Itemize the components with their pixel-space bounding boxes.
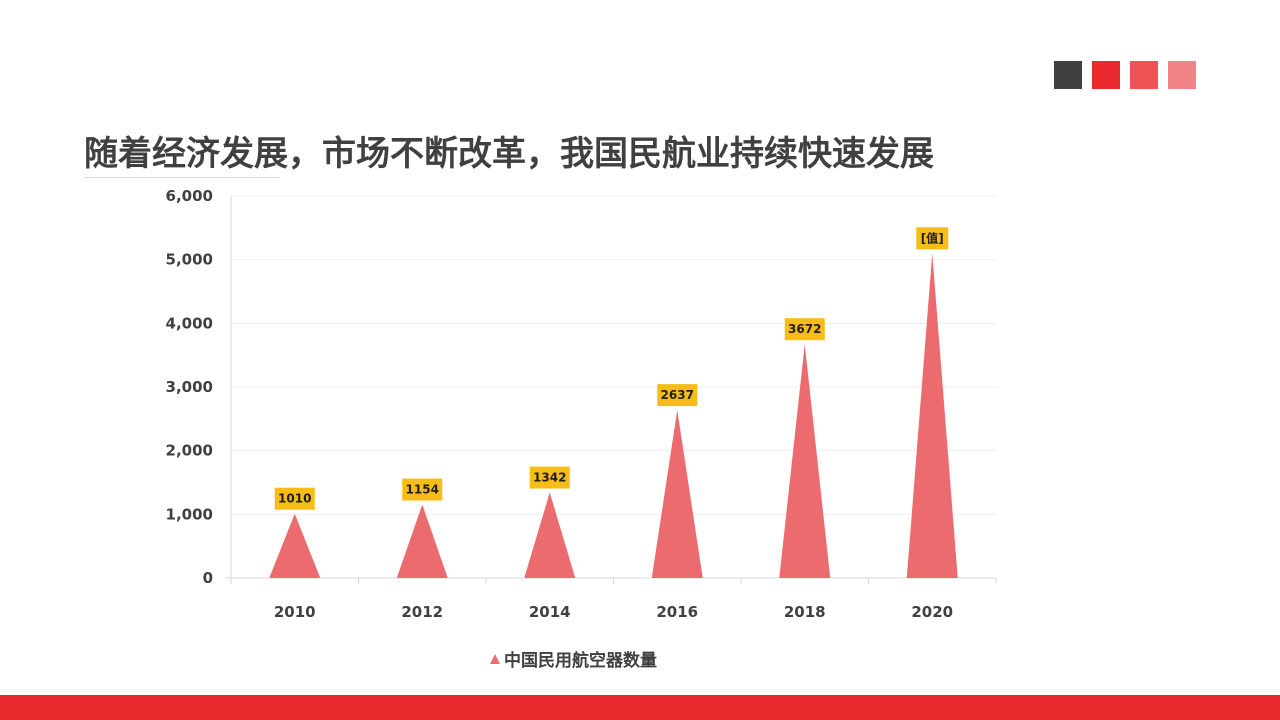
data-label: 1154 <box>406 483 439 497</box>
legend: 中国民用航空器数量 <box>490 646 657 671</box>
y-tick-label: 0 <box>203 569 213 587</box>
y-tick-label: 1,000 <box>166 505 213 523</box>
bar <box>906 253 958 579</box>
decor-square-dark <box>1054 61 1082 89</box>
data-label: 2637 <box>661 388 694 402</box>
data-label: 1010 <box>278 492 311 506</box>
x-tick-label: 2010 <box>274 603 316 621</box>
data-label-box <box>274 487 315 510</box>
x-tick-label: 2018 <box>784 603 826 621</box>
decor-square-red <box>1092 61 1120 89</box>
page-title: 随着经济发展，市场不断改革，我国民航业持续快速发展 <box>84 134 934 174</box>
legend-label: 中国民用航空器数量 <box>504 651 657 671</box>
y-tick-label: 3,000 <box>166 378 213 396</box>
data-label-box <box>916 227 949 250</box>
x-tick-label: 2020 <box>911 603 953 621</box>
bar <box>524 492 576 578</box>
title-underline <box>84 177 280 178</box>
data-label-box <box>784 318 825 341</box>
bar <box>396 504 448 578</box>
x-tick-label: 2016 <box>656 603 698 621</box>
y-tick-label: 6,000 <box>166 187 213 205</box>
data-label: 1342 <box>533 471 566 485</box>
decor-squares <box>1054 61 1196 89</box>
bottom-accent-bar <box>0 695 1280 720</box>
x-tick-label: 2014 <box>529 603 571 621</box>
bar <box>651 410 703 578</box>
decor-square-pink <box>1168 61 1196 89</box>
decor-square-light-red <box>1130 61 1158 89</box>
data-label-box <box>529 466 570 489</box>
legend-triangle-icon <box>490 653 500 664</box>
bar <box>269 513 321 578</box>
y-tick-label: 2,000 <box>166 442 213 460</box>
data-label: 3672 <box>788 322 821 336</box>
x-tick-label: 2012 <box>401 603 443 621</box>
y-tick-label: 5,000 <box>166 251 213 269</box>
bar <box>779 344 831 578</box>
y-tick-label: 4,000 <box>166 314 213 332</box>
data-label-box <box>657 384 698 407</box>
data-label-box <box>402 478 443 501</box>
data-label: [值] <box>921 230 944 245</box>
